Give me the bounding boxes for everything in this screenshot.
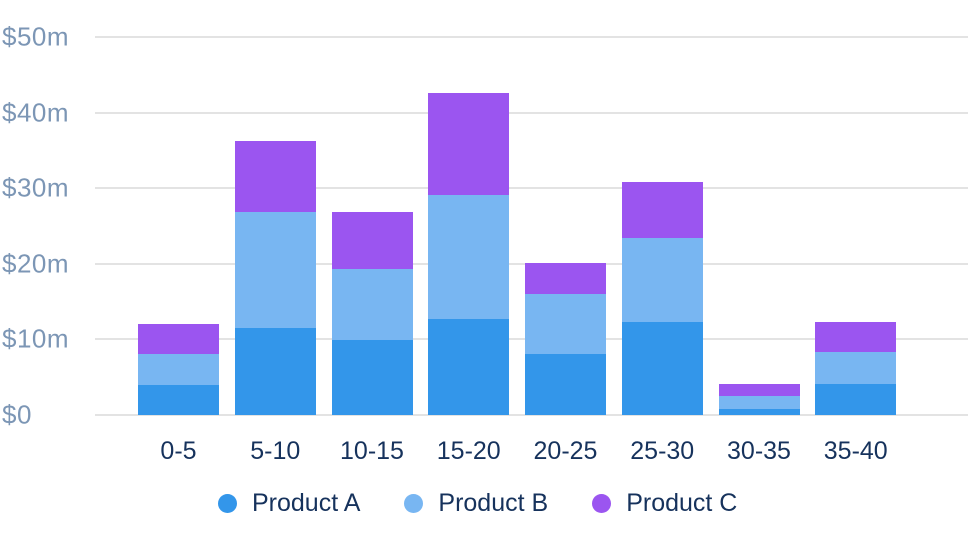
bar-segment-0-5-product-a[interactable] [138,384,219,415]
bar-segment-20-25-product-b[interactable] [525,294,606,354]
bar-segment-20-25-product-a[interactable] [525,353,606,415]
legend-item-product-b[interactable]: Product B [404,489,548,518]
gridline-40 [95,111,968,114]
x-tick-label: 20-25 [533,437,598,465]
y-tick-label: $30m [2,172,70,203]
bar-segment-25-30-product-a[interactable] [621,322,703,415]
x-tick-label: 5-10 [250,437,301,465]
gridline-0 [95,414,968,416]
bar-segment-20-25-product-c[interactable] [525,263,606,295]
gridline-50 [95,36,968,38]
bar-segment-10-15-product-c[interactable] [331,211,413,270]
x-tick-label: 0-5 [160,437,197,465]
chart-legend: Product A Product B Product C [218,489,737,518]
y-tick-label: $0 [2,399,32,430]
x-tick-label: 10-15 [340,437,404,465]
bar-segment-35-40-product-b[interactable] [815,352,897,384]
x-tick-label: 25-30 [630,437,695,465]
legend-swatch-icon [592,494,612,513]
bar-segment-10-15-product-b[interactable] [331,269,413,341]
legend-label: Product A [252,489,361,517]
bar-segment-0-5-product-c[interactable] [138,323,219,354]
y-tick-label: $50m [2,21,70,52]
bar-segment-10-15-product-a[interactable] [331,340,413,415]
legend-label: Product C [626,489,738,517]
bar-segment-30-35-product-b[interactable] [718,396,800,409]
x-tick-label: 30-35 [727,437,791,465]
bar-segment-35-40-product-a[interactable] [815,384,897,415]
bar-segment-5-10-product-b[interactable] [234,211,316,329]
bar-segment-5-10-product-c[interactable] [234,140,316,212]
bar-segment-15-20-product-b[interactable] [428,195,510,319]
bar-segment-0-5-product-b[interactable] [138,353,219,385]
bar-segment-25-30-product-b[interactable] [621,238,703,322]
bar-segment-25-30-product-c[interactable] [621,182,703,239]
bar-segment-15-20-product-a[interactable] [428,318,510,415]
x-tick-label: 15-20 [436,437,501,465]
legend-item-product-c[interactable]: Product C [592,489,737,518]
gridline-30 [95,187,968,190]
y-tick-label: $20m [2,248,70,279]
bar-segment-15-20-product-c[interactable] [428,92,510,195]
plot-area: $0 $10m $20m $30m $40m $50m 0-5 5-10 10-15 15-20 2… [2,21,968,465]
bar-segment-30-35-product-c[interactable] [718,384,800,397]
legend-swatch-icon [404,494,424,513]
legend-swatch-icon [218,494,237,513]
y-tick-label: $40m [2,97,70,128]
legend-item-product-a[interactable]: Product A [218,489,360,518]
bar-segment-30-35-product-a[interactable] [718,408,800,415]
y-tick-label: $10m [2,323,70,354]
x-tick-label: 35-40 [823,437,888,465]
legend-label: Product B [438,489,549,517]
bar-segment-5-10-product-a[interactable] [234,328,316,415]
bar-segment-35-40-product-c[interactable] [815,322,897,353]
